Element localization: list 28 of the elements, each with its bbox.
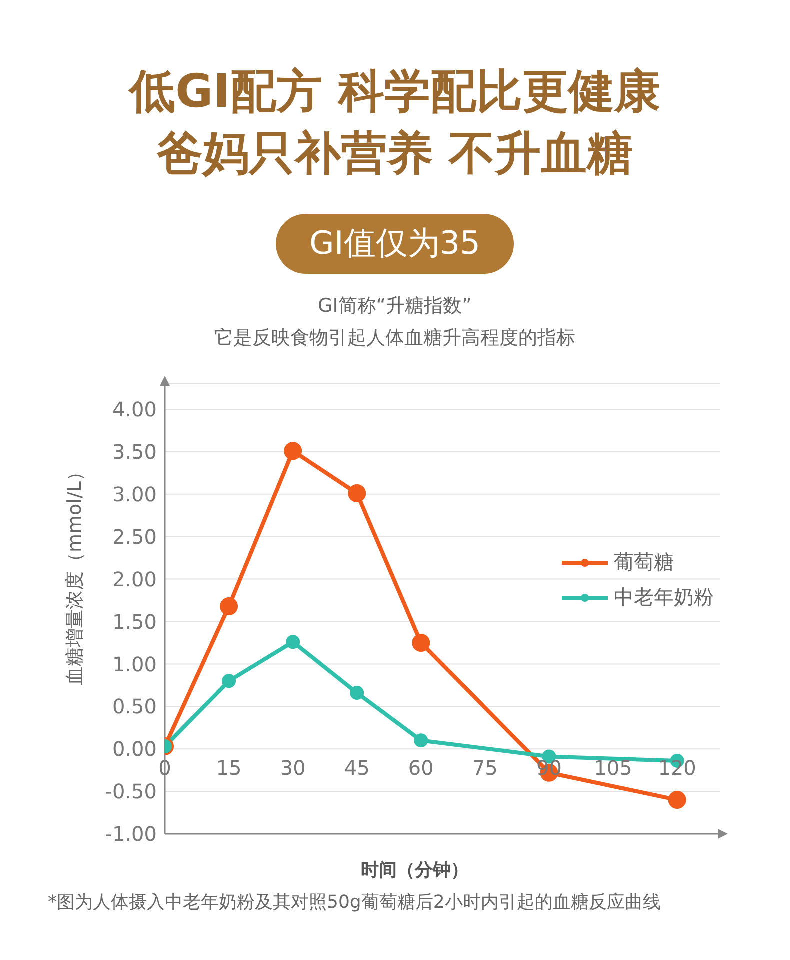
y-tick-label: 0.00: [112, 737, 157, 762]
x-tick-label: 120: [658, 756, 696, 780]
y-tick-label: 0.50: [112, 694, 157, 719]
y-tick-label: -0.50: [105, 780, 157, 804]
legend-label: 中老年奶粉: [614, 584, 714, 611]
text: *图为人体摄入中老年奶粉及其对照50g葡萄糖后2小时内引起的血糖反应曲线: [47, 891, 662, 915]
y-tick-label: 3.00: [112, 482, 157, 506]
y-tick-label: 4.00: [112, 398, 157, 422]
text: GI简称“升糖指数”: [316, 294, 473, 319]
x-tick-label: 15: [216, 756, 242, 780]
chart-title: 低GI配方 科学配比更健康: [127, 63, 662, 120]
y-tick-label: 3.50: [112, 440, 157, 464]
chart-subtitle: GI值仅为35: [276, 214, 514, 274]
y-tick-label: 1.50: [112, 610, 157, 634]
x-axis-title: 时间（分钟）: [360, 859, 470, 882]
legend-label: 葡萄糖: [614, 549, 674, 576]
x-tick-label: 30: [280, 756, 306, 780]
text: 爸妈只补营养 不升血糖: [156, 125, 634, 182]
y-axis-title: 血糖增量浓度（mmol/L）: [63, 462, 87, 688]
x-tick-label: 75: [472, 756, 498, 780]
x-tick-label: 105: [594, 756, 632, 780]
y-tick-label: 2.50: [112, 524, 157, 549]
x-tick-label: 45: [344, 756, 370, 780]
x-tick-label: 60: [408, 756, 434, 780]
y-tick-label: 1.00: [112, 652, 157, 676]
text: 它是反映食物引起人体血糖升高程度的指标: [214, 326, 576, 351]
y-tick-label: 2.00: [112, 567, 157, 592]
y-tick-label: -1.00: [105, 822, 157, 846]
